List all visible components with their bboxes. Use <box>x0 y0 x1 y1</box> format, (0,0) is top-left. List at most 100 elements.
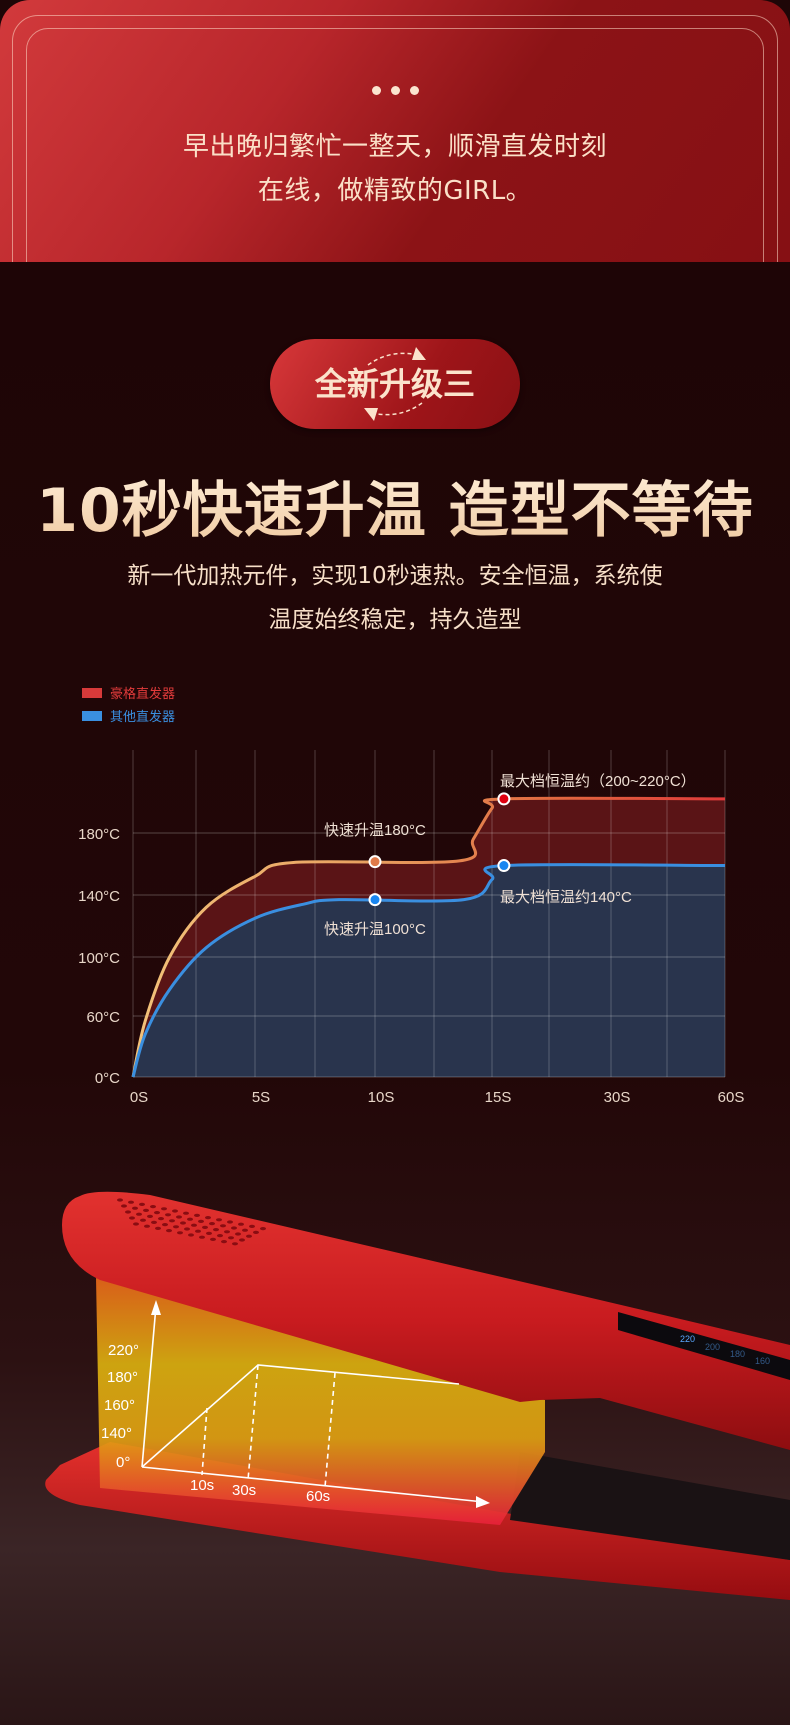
vent-hole <box>129 1216 135 1220</box>
vent-hole <box>140 1218 146 1222</box>
x-tick-label: 10S <box>368 1089 395 1106</box>
dots-decoration <box>0 80 790 99</box>
card-border-outer <box>12 15 778 262</box>
vent-hole <box>199 1235 205 1239</box>
vent-hole <box>194 1213 200 1217</box>
legend-label: 其他直发器 <box>110 710 176 725</box>
vent-hole <box>144 1224 150 1228</box>
intro-line-1: 早出晚归繁忙一整天，顺滑直发时刻 <box>182 132 607 162</box>
vent-hole <box>224 1230 230 1234</box>
data-marker <box>497 792 511 806</box>
chart-annotation: 最大档恒温约（200~220°C） <box>500 773 696 790</box>
subtitle-line-2: 温度始终稳定，持久造型 <box>268 607 522 633</box>
series-line-red <box>131 796 726 1078</box>
vent-hole <box>184 1227 190 1231</box>
vent-hole <box>232 1242 238 1246</box>
inset-x-label: 10s <box>190 1477 214 1494</box>
vent-hole <box>143 1208 149 1212</box>
vent-hole <box>147 1214 153 1218</box>
vent-hole <box>210 1237 216 1241</box>
vent-hole <box>139 1202 145 1206</box>
temperature-chart: 0°C 60°C 100°C 140°C 180°C 0S 5S 10S 15S 30S 60S 快速… <box>78 750 745 1106</box>
vent-hole <box>128 1200 134 1204</box>
x-tick-label: 15S <box>485 1089 512 1106</box>
handle-lower <box>510 1452 790 1560</box>
y-tick-label: 180°C <box>78 826 120 843</box>
vent-hole <box>162 1223 168 1227</box>
intro-card: 早出晚归繁忙一整天，顺滑直发时刻 在线，做精致的GIRL。 <box>0 0 790 262</box>
vent-hole <box>169 1219 175 1223</box>
temperature-display: 220 200 180 160 <box>680 1334 770 1366</box>
inset-y-label: 0° <box>116 1454 130 1471</box>
vent-hole <box>166 1229 172 1233</box>
display-digit: 160 <box>755 1356 770 1366</box>
vent-hole <box>154 1211 160 1215</box>
vent-hole <box>172 1209 178 1213</box>
chart-annotation: 快速升温100°C <box>324 921 426 938</box>
vent-hole <box>253 1230 259 1234</box>
vent-hole <box>235 1232 241 1236</box>
vent-hole <box>188 1233 194 1237</box>
vent-hole <box>155 1226 161 1230</box>
vent-hole <box>260 1227 266 1231</box>
x-tick-label: 60S <box>718 1089 745 1106</box>
y-tick-label: 140°C <box>78 888 120 905</box>
vent-hole <box>117 1198 123 1202</box>
upper-arm <box>62 1191 790 1450</box>
subtitle-line-1: 新一代加热元件，实现10秒速热。安全恒温，系统使 <box>127 563 663 589</box>
display-digit: 220 <box>680 1334 695 1344</box>
intro-line-2: 在线，做精致的GIRL。 <box>257 176 533 206</box>
inset-x-label: 60s <box>306 1488 330 1505</box>
vent-hole <box>121 1204 127 1208</box>
vent-hole <box>191 1223 197 1227</box>
inset-y-label: 140° <box>101 1425 132 1442</box>
legend-item-blue: 其他直发器 <box>82 706 175 725</box>
display-digit: 180 <box>730 1349 745 1359</box>
vent-hole <box>220 1224 226 1228</box>
x-tick-label: 30S <box>604 1089 631 1106</box>
vent-hole <box>177 1231 183 1235</box>
vent-hole <box>216 1218 222 1222</box>
inset-y-label: 220° <box>108 1342 139 1359</box>
x-tick-label: 0S <box>130 1089 148 1106</box>
display-panel <box>618 1312 790 1380</box>
data-marker <box>368 893 382 907</box>
vent-hole <box>227 1220 233 1224</box>
series-line-blue <box>131 863 726 1078</box>
chart-annotation: 最大档恒温约140°C <box>500 889 632 906</box>
y-tick-label: 100°C <box>78 950 120 967</box>
badge-label: 全新升级三 <box>314 365 475 403</box>
vent-hole <box>161 1207 167 1211</box>
vent-hole <box>246 1234 252 1238</box>
vent-hole <box>202 1225 208 1229</box>
legend-item-red: 豪格直发器 <box>82 683 175 702</box>
vent-hole <box>198 1219 204 1223</box>
upgrade-badge: 全新升级三 <box>270 339 520 429</box>
vent-hole <box>133 1222 139 1226</box>
vent-hole <box>125 1210 131 1214</box>
x-tick-label: 5S <box>252 1089 270 1106</box>
vent-hole <box>180 1221 186 1225</box>
vent-hole <box>205 1216 211 1220</box>
heat-panel <box>96 1278 545 1525</box>
vent-hole <box>249 1224 255 1228</box>
vent-hole <box>165 1213 171 1217</box>
series-area-blue <box>133 864 725 1077</box>
vent-hole <box>239 1238 245 1242</box>
inset-y-label: 180° <box>107 1369 138 1386</box>
vent-hole <box>136 1212 142 1216</box>
vent-holes-icon <box>117 1198 266 1246</box>
display-digit: 200 <box>705 1342 720 1352</box>
vent-hole <box>183 1211 189 1215</box>
vent-hole <box>238 1222 244 1226</box>
legend-label: 豪格直发器 <box>110 687 176 702</box>
inset-x-label: 30s <box>232 1482 256 1499</box>
vent-hole <box>217 1234 223 1238</box>
inset-chart-labels: 220° 180° 160° 140° 0° 10s 30s 60s <box>101 1342 330 1505</box>
chart-annotation: 快速升温180°C <box>324 822 426 839</box>
vent-hole <box>221 1240 227 1244</box>
vent-hole <box>187 1217 193 1221</box>
y-tick-label: 60°C <box>86 1009 120 1026</box>
card-border-inner <box>26 28 764 262</box>
